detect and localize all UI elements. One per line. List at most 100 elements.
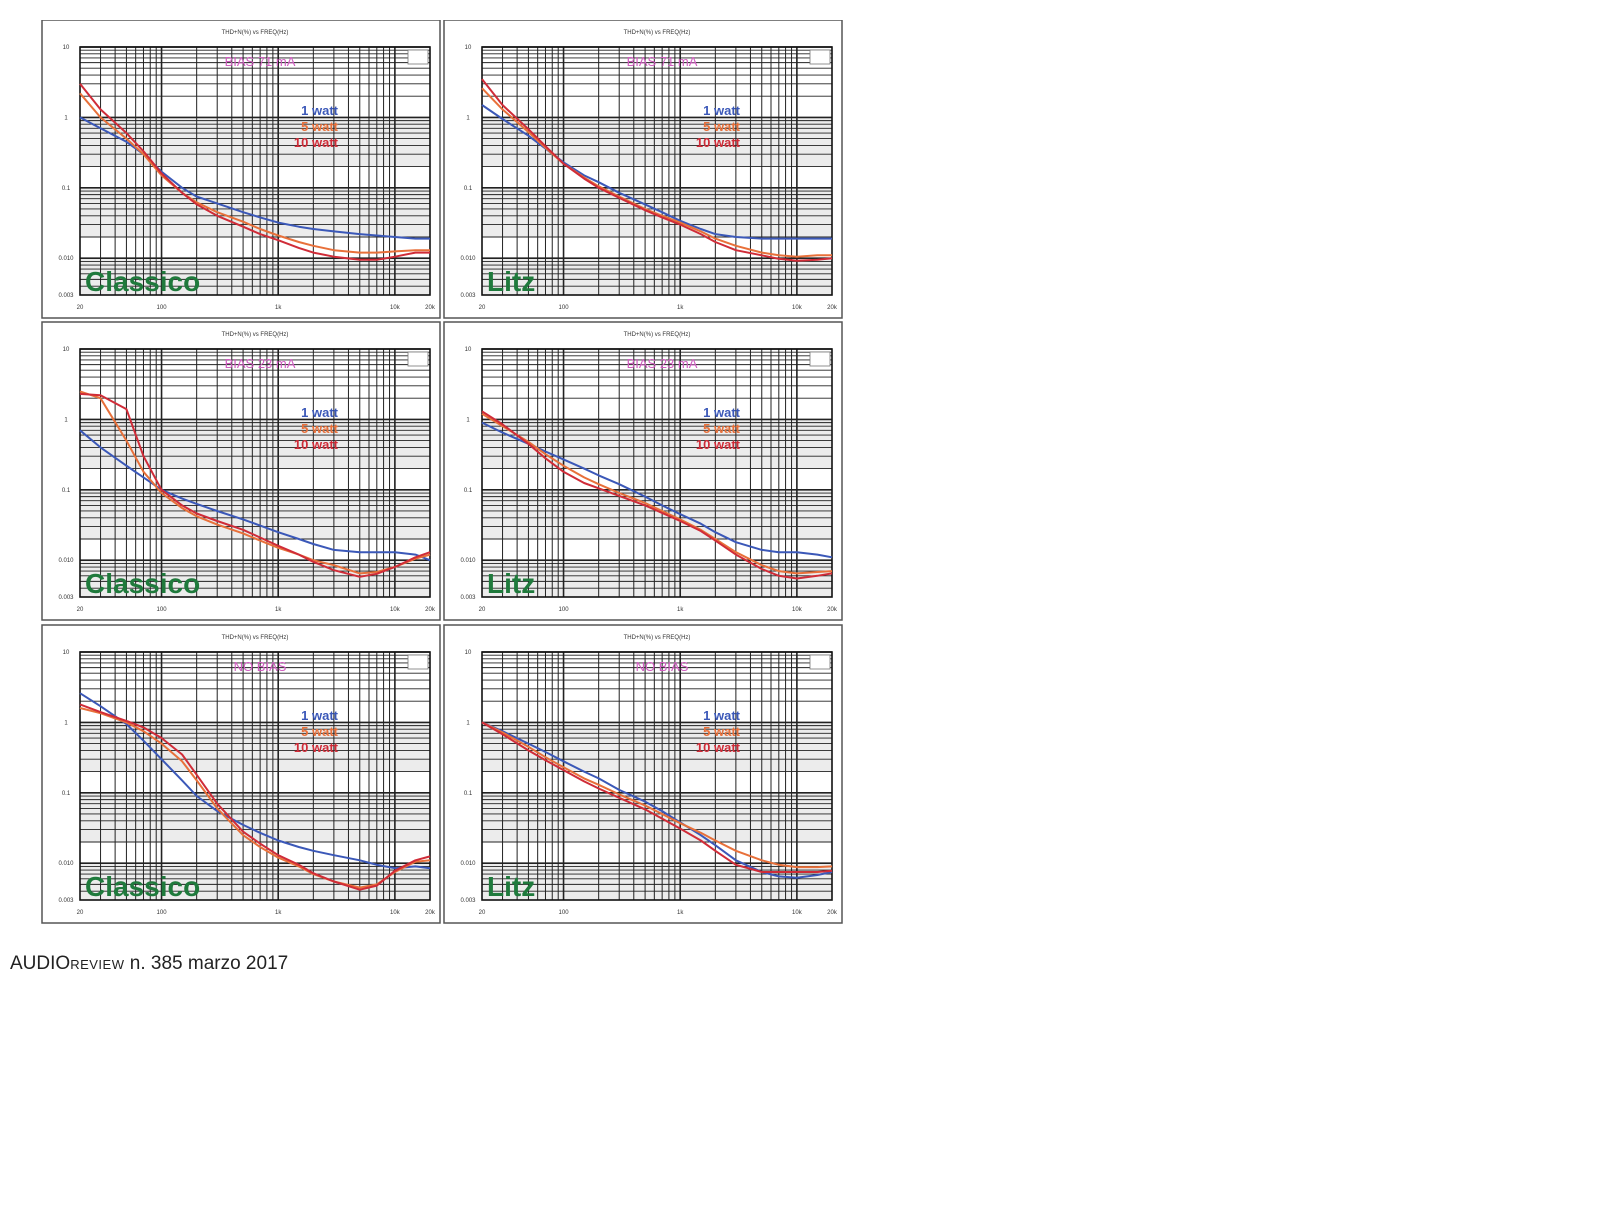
y-tick-label: 0.003 <box>460 898 476 904</box>
x-tick-label: 1k <box>677 305 684 311</box>
bias-annotation: BIAS 71 mA <box>627 54 698 69</box>
x-tick-label: 20 <box>77 305 84 311</box>
legend-entry: 10 watt <box>294 740 339 755</box>
x-tick-label: 10k <box>792 910 803 916</box>
y-tick-label: 1 <box>466 720 470 726</box>
cable-type-label: Classico <box>85 568 200 599</box>
grid-band <box>80 863 430 900</box>
series-line <box>481 412 833 575</box>
x-tick-label: 10k <box>792 607 803 613</box>
y-tick-label: 1 <box>466 417 470 423</box>
plot-area-border <box>79 46 431 296</box>
chart-title: THD+N(%) vs FREQ(Hz) <box>624 332 691 338</box>
corner-box <box>809 654 831 670</box>
x-tick-label: 10k <box>390 305 401 311</box>
page-footer: AUDIOREVIEW n. 385 marzo 2017 <box>10 953 288 975</box>
corner-box <box>407 49 429 65</box>
legend-entry: 5 watt <box>301 119 339 134</box>
legend-entry: 10 watt <box>696 740 741 755</box>
y-tick-label: 0.003 <box>58 293 74 299</box>
y-tick-label: 1 <box>466 115 470 121</box>
plot-area-border <box>481 651 833 901</box>
legend-entry: 10 watt <box>696 135 741 150</box>
legend-entry: 1 watt <box>301 708 339 723</box>
chart-title: THD+N(%) vs FREQ(Hz) <box>222 635 289 641</box>
x-tick-label: 20 <box>479 607 486 613</box>
grid-band <box>482 863 832 900</box>
cable-type-label: Classico <box>85 871 200 902</box>
grid-band <box>80 722 430 772</box>
y-tick-label: 1 <box>64 115 68 121</box>
series-line <box>79 703 431 891</box>
x-tick-label: 20k <box>827 607 838 613</box>
x-tick-label: 1k <box>677 607 684 613</box>
y-tick-label: 1 <box>64 720 68 726</box>
bias-annotation: BIAS 23 mA <box>627 356 698 371</box>
y-tick-label: 0.1 <box>62 186 71 192</box>
legend-entry: 10 watt <box>294 135 339 150</box>
series-line <box>481 721 833 873</box>
cable-type-label: Litz <box>487 871 535 902</box>
cable-type-label: Litz <box>487 568 535 599</box>
grid-band <box>482 258 832 295</box>
y-tick-label: 0.1 <box>464 186 473 192</box>
series-line <box>79 392 431 578</box>
series-line <box>481 721 833 869</box>
x-tick-label: 20 <box>479 910 486 916</box>
y-tick-label: 10 <box>465 347 472 353</box>
y-tick-label: 0.010 <box>58 861 74 867</box>
legend-entry: 5 watt <box>703 119 741 134</box>
x-tick-label: 100 <box>157 607 168 613</box>
series-line <box>79 390 431 575</box>
legend-entry: 1 watt <box>703 708 741 723</box>
plot-area-border <box>79 348 431 598</box>
y-tick-label: 10 <box>465 650 472 656</box>
bias-annotation: NO BIAS <box>234 659 287 674</box>
y-tick-label: 0.1 <box>464 488 473 494</box>
grid-band <box>482 560 832 597</box>
grid-band <box>482 722 832 772</box>
legend-entry: 1 watt <box>703 405 741 420</box>
cable-type-label: Litz <box>487 266 535 297</box>
legend-entry: 10 watt <box>696 437 741 452</box>
x-tick-label: 1k <box>275 305 282 311</box>
x-tick-label: 20k <box>425 607 436 613</box>
grid-band <box>80 117 430 167</box>
bias-annotation: NO BIAS <box>636 659 689 674</box>
x-tick-label: 100 <box>559 607 570 613</box>
series-line <box>481 78 833 262</box>
legend-entry: 1 watt <box>301 405 339 420</box>
grid-band <box>80 258 430 295</box>
legend-entry: 5 watt <box>703 421 741 436</box>
series-line <box>481 721 833 879</box>
chart-title: THD+N(%) vs FREQ(Hz) <box>624 30 691 36</box>
legend-entry: 1 watt <box>703 103 741 118</box>
chart-title: THD+N(%) vs FREQ(Hz) <box>222 332 289 338</box>
x-tick-label: 1k <box>275 607 282 613</box>
y-tick-label: 10 <box>465 45 472 51</box>
y-tick-label: 0.1 <box>62 791 71 797</box>
bias-annotation: BIAS 23 mA <box>225 356 296 371</box>
corner-box <box>407 654 429 670</box>
series-line <box>79 429 431 562</box>
series-line <box>481 410 833 580</box>
y-tick-label: 0.1 <box>464 791 473 797</box>
issue-info: n. 385 marzo 2017 <box>124 953 289 974</box>
plot-area-border <box>79 651 431 901</box>
plot-area-border <box>481 348 833 598</box>
y-tick-label: 0.003 <box>460 293 476 299</box>
x-tick-label: 100 <box>157 305 168 311</box>
x-tick-label: 20 <box>479 305 486 311</box>
x-tick-label: 20 <box>77 910 84 916</box>
legend-entry: 10 watt <box>294 437 339 452</box>
magazine-name-small: REVIEW <box>70 957 125 972</box>
grid-band <box>80 792 430 842</box>
y-tick-label: 0.003 <box>58 595 74 601</box>
x-tick-label: 10k <box>792 305 803 311</box>
